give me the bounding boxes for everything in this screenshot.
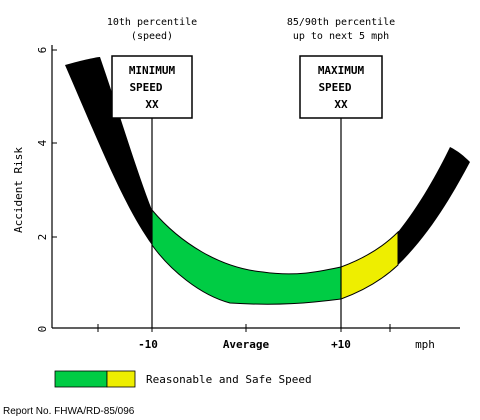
maximum-speed-sign: [299, 55, 383, 119]
max-header-line1: 85/90th percentile: [287, 17, 395, 28]
x-axis-unit: mph: [415, 338, 435, 351]
max-sign-line3: XX: [334, 98, 348, 111]
legend-swatch-yellow: [106, 370, 136, 388]
report-number: Report No. FHWA/RD-85/096: [3, 406, 135, 417]
marginal-band: [340, 230, 399, 300]
legend-label: Reasonable and Safe Speed: [146, 373, 312, 386]
risk-band-right: [398, 147, 470, 265]
minimum-speed-sign: [111, 55, 193, 119]
y-tick-label: 4: [36, 139, 49, 146]
min-sign-line3: XX: [145, 98, 159, 111]
safe-band: [151, 208, 342, 305]
risk-band-left: [65, 57, 152, 245]
x-tick-label: +10: [331, 338, 351, 351]
y-tick-label: 0: [36, 326, 49, 333]
max-sign-line2: SPEED: [318, 81, 351, 94]
max-header-line2: up to next 5 mph: [293, 31, 389, 42]
y-axis-title: Accident Risk: [12, 147, 25, 233]
y-tick-label: 2: [36, 234, 49, 241]
y-tick-label: 6: [36, 47, 49, 54]
min-header-line2: (speed): [131, 31, 173, 42]
legend-swatch-green: [54, 370, 108, 388]
x-tick-label: Average: [223, 338, 270, 351]
max-sign-line1: MAXIMUM: [318, 64, 365, 77]
min-header-line1: 10th percentile: [107, 17, 197, 28]
min-sign-line2: SPEED: [129, 81, 162, 94]
x-tick-label: -10: [138, 338, 158, 351]
min-sign-line1: MINIMUM: [129, 64, 176, 77]
